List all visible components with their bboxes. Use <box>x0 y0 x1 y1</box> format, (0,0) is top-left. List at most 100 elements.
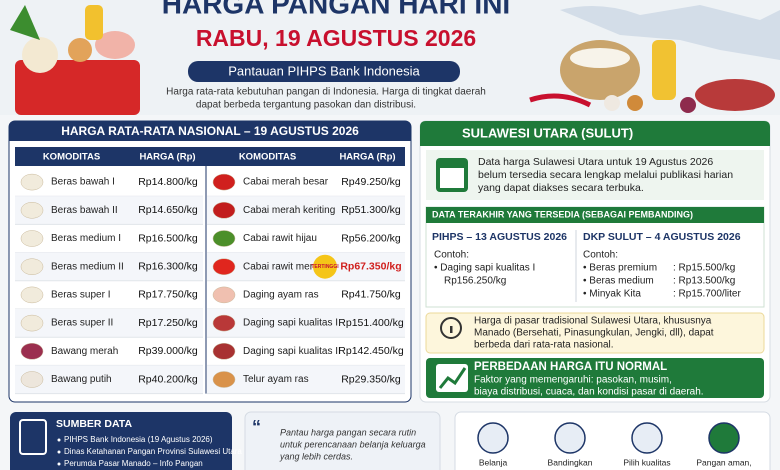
chicken <box>95 31 135 59</box>
price: Rp41.750/kg <box>341 289 401 301</box>
example-label: Contoh: <box>434 250 469 261</box>
tip-icon <box>554 422 586 454</box>
subtitle: Pantauan PIHPS Bank Indonesia <box>228 63 420 78</box>
bullet <box>57 450 61 454</box>
dkp-item-name: • Beras medium <box>583 276 654 287</box>
description: dapat berbeda tergantung pasokan dan dis… <box>196 100 416 111</box>
national-header <box>9 121 411 141</box>
price: Rp151.400/kg <box>338 317 404 329</box>
price: Rp67.350/kg <box>340 260 401 272</box>
onion <box>680 97 696 113</box>
column-header: HARGA (Rp) <box>339 152 395 163</box>
rice <box>570 48 630 68</box>
sulut-info: belum tersedia secara lengkap melalui pu… <box>478 169 733 181</box>
price: Rp29.350/kg <box>341 373 401 385</box>
tip-label: Bandingkan <box>548 457 593 467</box>
sulut-header <box>420 121 770 146</box>
row-stripe <box>15 365 203 394</box>
commodity-icon <box>20 371 44 388</box>
commodity-name: Daging ayam ras <box>243 290 319 301</box>
quote-box <box>244 411 441 470</box>
commodity-icon <box>212 371 236 388</box>
note: Harga di pasar tradisional Sulawesi Utar… <box>474 316 712 327</box>
commodity-icon <box>20 286 44 304</box>
commodity-name: Bawang merah <box>51 346 118 357</box>
description: Harga rata-rata kebutuhan pangan di Indo… <box>166 87 486 98</box>
commodity-icon <box>212 314 236 332</box>
sources-title: SUMBER DATA <box>56 418 132 430</box>
comparison-header <box>426 207 764 223</box>
subtitle-pill <box>188 61 460 82</box>
calendar-icon-page <box>440 168 464 188</box>
commodity-name: Beras super I <box>51 290 110 301</box>
bullet <box>57 462 61 466</box>
title: HARGA PANGAN HARI INI <box>162 0 510 19</box>
quote-mark: “ <box>252 417 261 437</box>
commodity-name: Cabai merah besar <box>243 177 329 188</box>
tip-icon <box>708 422 740 454</box>
quote: Pantau harga pangan secara rutin <box>280 427 416 437</box>
price: Rp142.450/kg <box>338 345 404 357</box>
column-header: KOMODITAS <box>239 152 296 163</box>
commodity-name: Bawang putih <box>51 374 112 385</box>
price: Rp16.500/kg <box>138 232 198 244</box>
bullet <box>57 438 61 442</box>
vegetable <box>10 5 40 40</box>
tip-label: Pilih kualitas <box>623 457 670 467</box>
price: Rp16.300/kg <box>138 260 198 272</box>
dkp-item-price: : Rp13.500/kg <box>673 276 735 287</box>
price: Rp40.200/kg <box>138 373 198 385</box>
clipboard-icon <box>19 419 47 455</box>
quote: untuk perencanaan belanja keluarga <box>280 439 426 449</box>
potato <box>68 38 92 62</box>
row-stripe <box>15 252 203 281</box>
note-box <box>425 312 765 354</box>
row-stripe <box>207 365 405 394</box>
price: Rp17.250/kg <box>138 317 198 329</box>
row-stripe <box>207 309 405 338</box>
price: Rp17.750/kg <box>138 289 198 301</box>
tip-label: Belanja <box>479 457 508 467</box>
comparison-title: DATA TERAKHIR YANG TERSEDIA (SEBAGAI PEM… <box>432 209 693 219</box>
sources-list: PIHPS Bank Indonesia (19 Agustus 2026) Di… <box>57 435 242 468</box>
map-shape <box>560 5 780 60</box>
price: Rp56.200/kg <box>341 232 401 244</box>
sulut-info: yang dapat diakses secara terbuka. <box>478 182 644 194</box>
info-box <box>426 150 764 200</box>
price-table: KOMODITAS HARGA (Rp) KOMODITAS HARGA (Rp) Be… <box>15 147 405 395</box>
commodity-icon <box>212 286 236 304</box>
commodity-icon <box>212 230 236 247</box>
normal-text: Faktor yang memengaruhi: pasokan, musim, <box>474 375 672 386</box>
source-item: PIHPS Bank Indonesia (19 Agustus 2026) <box>64 435 213 444</box>
dkp-item-name: • Beras premium <box>583 263 657 274</box>
commodity-icon <box>212 258 236 275</box>
commodity-icon <box>20 202 44 219</box>
normal-title: PERBEDAAN HARGA ITU NORMAL <box>474 361 667 373</box>
sources-box <box>10 412 232 470</box>
commodity-name: Beras medium I <box>51 233 121 244</box>
tips-list: Belanja Bandingkan Pilih kualitas Pangan am… <box>477 422 752 467</box>
commodity-name: Telur ayam ras <box>243 374 309 385</box>
column-header: KOMODITAS <box>43 152 100 163</box>
header-art <box>0 0 780 115</box>
note: Manado (Bersehati, Pinasungkulan, Jengki… <box>474 328 714 339</box>
row-stripe <box>207 196 405 225</box>
commodity-name: Beras bawah I <box>51 177 115 188</box>
example-label: Contoh: <box>583 250 618 261</box>
commodity-icon <box>20 258 44 275</box>
price: Rp14.800/kg <box>138 176 198 188</box>
commodity-name: Daging sapi kualitas I <box>243 318 338 329</box>
table-header-row <box>15 147 405 166</box>
normal-box <box>426 358 764 398</box>
price: Rp49.250/kg <box>341 176 401 188</box>
oil-bottle <box>652 40 676 100</box>
pihps-item: Rp156.250/kg <box>444 276 506 287</box>
commodity-name: Beras medium II <box>51 261 124 272</box>
pihps-title: PIHPS – 13 AGUSTUS 2026 <box>432 231 567 243</box>
commodity-icon <box>20 343 44 360</box>
pihps-item: • Daging sapi kualitas I <box>434 263 535 274</box>
commodity-name: Beras super II <box>51 318 113 329</box>
egg <box>627 95 643 111</box>
